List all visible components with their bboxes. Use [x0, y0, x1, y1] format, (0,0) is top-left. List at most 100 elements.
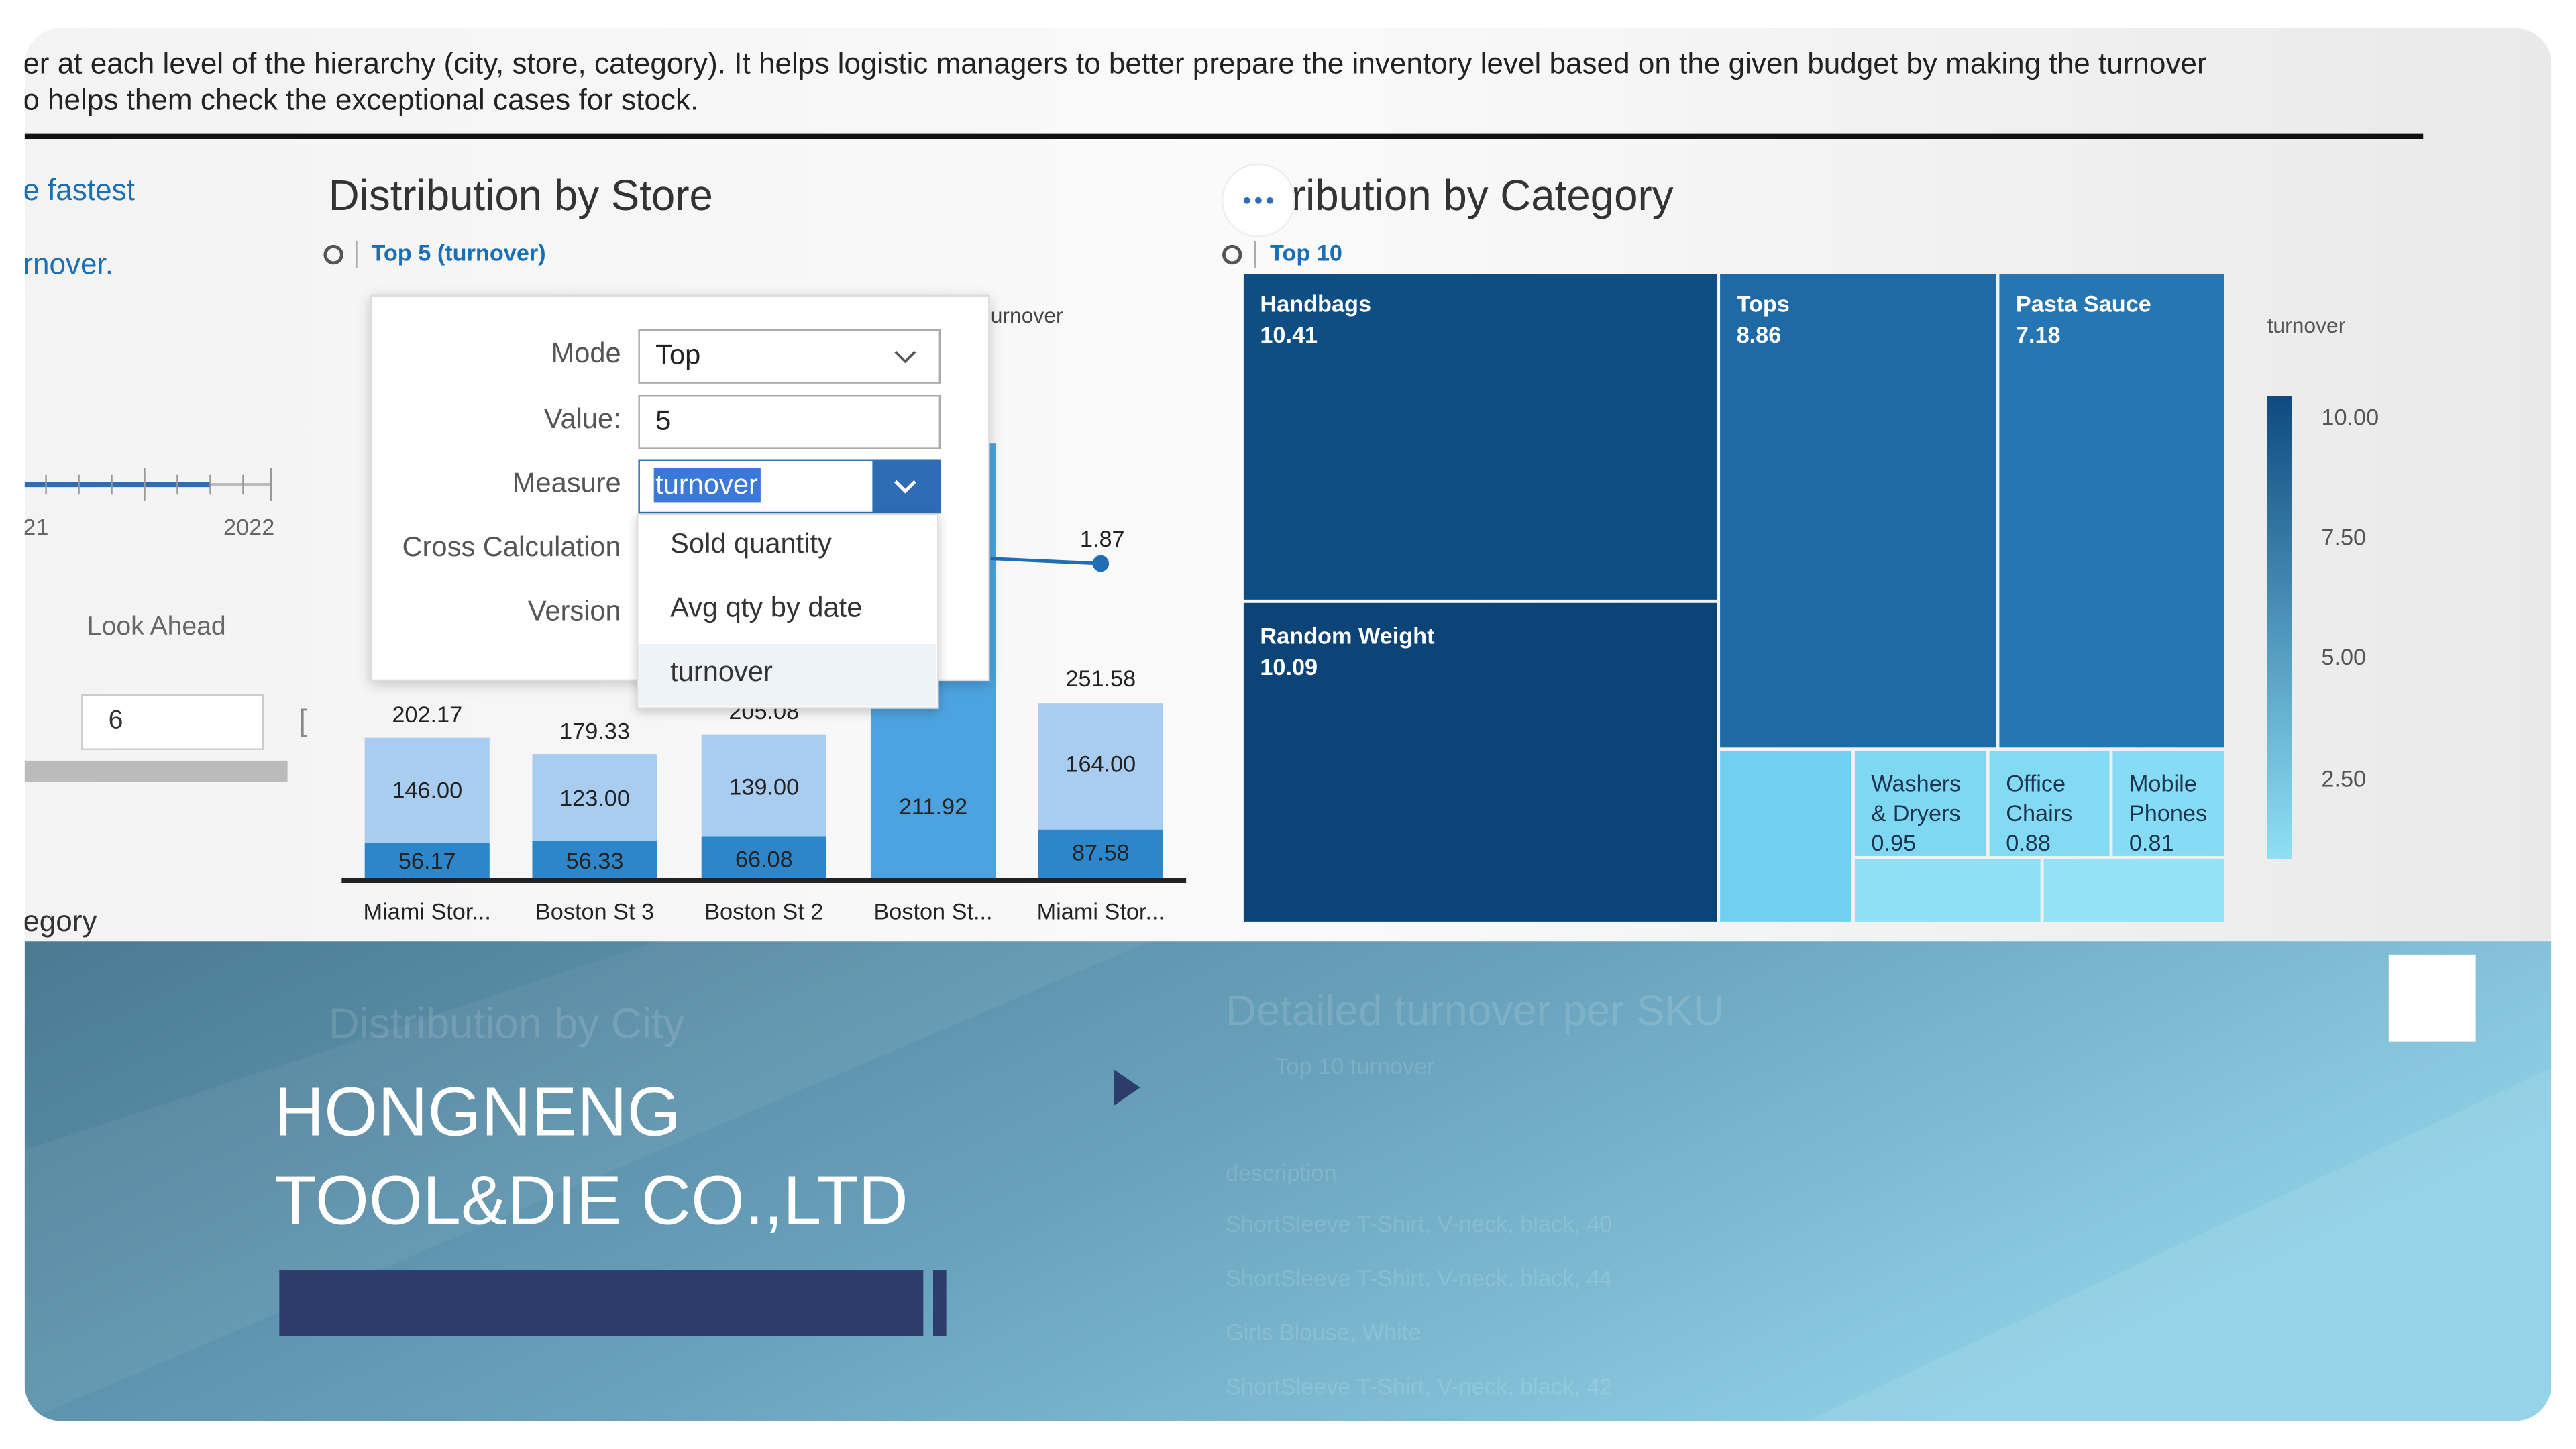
selection [653, 468, 761, 503]
bar [1038, 703, 1163, 830]
select-value: Top [655, 338, 700, 370]
label: Look Ahead [87, 612, 226, 641]
bar [1038, 829, 1163, 879]
legend: urnover [991, 303, 1063, 327]
axis-label: 21 [23, 515, 48, 541]
tile [1854, 751, 1986, 856]
faded-text: Detailed turnover per SKU [1226, 987, 1724, 1034]
faded-text: Girls Blouse, White [1226, 1320, 1421, 1346]
x-tick-label: Miami Stor... [1037, 900, 1165, 925]
shape [1807, 1067, 2552, 1421]
select-value: turnover [655, 468, 758, 500]
field-label: Cross Calculation [402, 531, 621, 562]
tile-value: 0.81 [2129, 830, 2174, 856]
x-tick-label: Miami Stor... [364, 900, 491, 925]
logo-box [2388, 954, 2476, 1042]
bar [364, 737, 490, 843]
tile-value: 10.09 [1260, 655, 1318, 680]
tile-label: Handbags [1260, 292, 1371, 317]
bar-label: 164.00 [1065, 751, 1136, 777]
legend-tick: 2.50 [2321, 766, 2366, 792]
bar-label: 87.58 [1072, 841, 1130, 866]
tile [1243, 274, 1717, 600]
input-value: 6 [109, 705, 123, 734]
dots [1243, 197, 1273, 204]
bar-label: 123.00 [559, 786, 630, 812]
x-tick-label: Boston St... [873, 900, 992, 925]
legend-scale [2267, 396, 2292, 859]
bar [532, 841, 657, 879]
text: egory [23, 905, 97, 938]
chevron [894, 480, 916, 494]
faded-text: Top 10 turnover [1275, 1054, 1434, 1079]
tile-label: Chairs [2006, 801, 2072, 826]
legend-title: turnover [2267, 313, 2346, 337]
chart-title: ribution by Category [1291, 172, 1674, 219]
tile-value: 8.86 [1737, 323, 1782, 348]
bar-label: 66.08 [735, 847, 793, 872]
axis-label: 2022 [223, 515, 274, 541]
text: e fastest [23, 174, 135, 207]
bar [701, 836, 826, 879]
point-label: 1.87 [1080, 527, 1125, 552]
total-label: 202.17 [392, 702, 462, 728]
x-tick-label: Boston St 2 [704, 900, 823, 925]
header-line: o helps them check the exceptional cases… [23, 83, 698, 116]
chart-title: Distribution by Store [329, 172, 713, 219]
bar-label: 56.17 [398, 849, 456, 874]
faded-text: ShortSleeve T-Shirt, V-neck, black, 40 [1226, 1212, 1612, 1237]
tile-label: Random Weight [1260, 623, 1434, 649]
overlay [24, 941, 2552, 1421]
bracket: [ [299, 704, 307, 737]
legend-tick: 10.00 [2321, 405, 2379, 431]
gear-icon[interactable] [1222, 244, 1242, 265]
company-name: HONGNENG [274, 1073, 681, 1150]
tile-value: 10.41 [1260, 323, 1318, 348]
tile-label: & Dryers [1871, 801, 1960, 826]
option[interactable]: turnover [670, 655, 773, 687]
dropdown-button[interactable] [872, 460, 940, 513]
accent-bar [933, 1270, 947, 1336]
field-label: Mode [551, 337, 621, 368]
tile [2112, 751, 2224, 856]
tile-label: Office [2006, 771, 2065, 797]
line [990, 557, 1101, 566]
option[interactable]: Avg qty by date [670, 592, 862, 623]
bar-label: 56.33 [566, 849, 624, 874]
faded-text: ShortSleeve T-Shirt, V-neck, black, 42 [1226, 1374, 1612, 1399]
select[interactable] [638, 329, 941, 384]
chevron [894, 350, 916, 364]
tile [1720, 274, 1996, 748]
slider-ticks [45, 468, 272, 501]
tile-label: Phones [2129, 801, 2207, 826]
play-icon[interactable] [1114, 1069, 1140, 1106]
input[interactable] [638, 394, 941, 449]
bar-label: 146.00 [392, 777, 462, 803]
field-label: Measure [513, 466, 621, 498]
field-label: Value: [544, 402, 621, 434]
point [1092, 555, 1110, 572]
bar-label: 211.92 [899, 794, 967, 820]
option[interactable]: Sold quantity [670, 527, 832, 559]
bar-label: 139.00 [729, 775, 799, 800]
x-tick-label: Boston St 3 [535, 900, 654, 925]
tile-value: 7.18 [2016, 323, 2061, 348]
text: rnover. [23, 248, 113, 280]
scrollbar [24, 760, 288, 782]
faded-text: description [1226, 1161, 1337, 1186]
input[interactable] [81, 694, 264, 750]
gear-icon[interactable] [323, 244, 343, 265]
company-name: TOOL&DIE CO.,LTD [274, 1162, 908, 1239]
bar [532, 754, 657, 841]
total-label: 251.58 [1065, 666, 1136, 692]
tile-value: 0.88 [2006, 830, 2051, 856]
tile [1999, 274, 2224, 748]
tile [1854, 859, 2041, 922]
bar [701, 734, 826, 837]
tile-label: Washers [1871, 771, 1961, 797]
tile-label: Tops [1737, 292, 1790, 317]
tile [2043, 859, 2224, 922]
field-label: Version [528, 594, 621, 626]
